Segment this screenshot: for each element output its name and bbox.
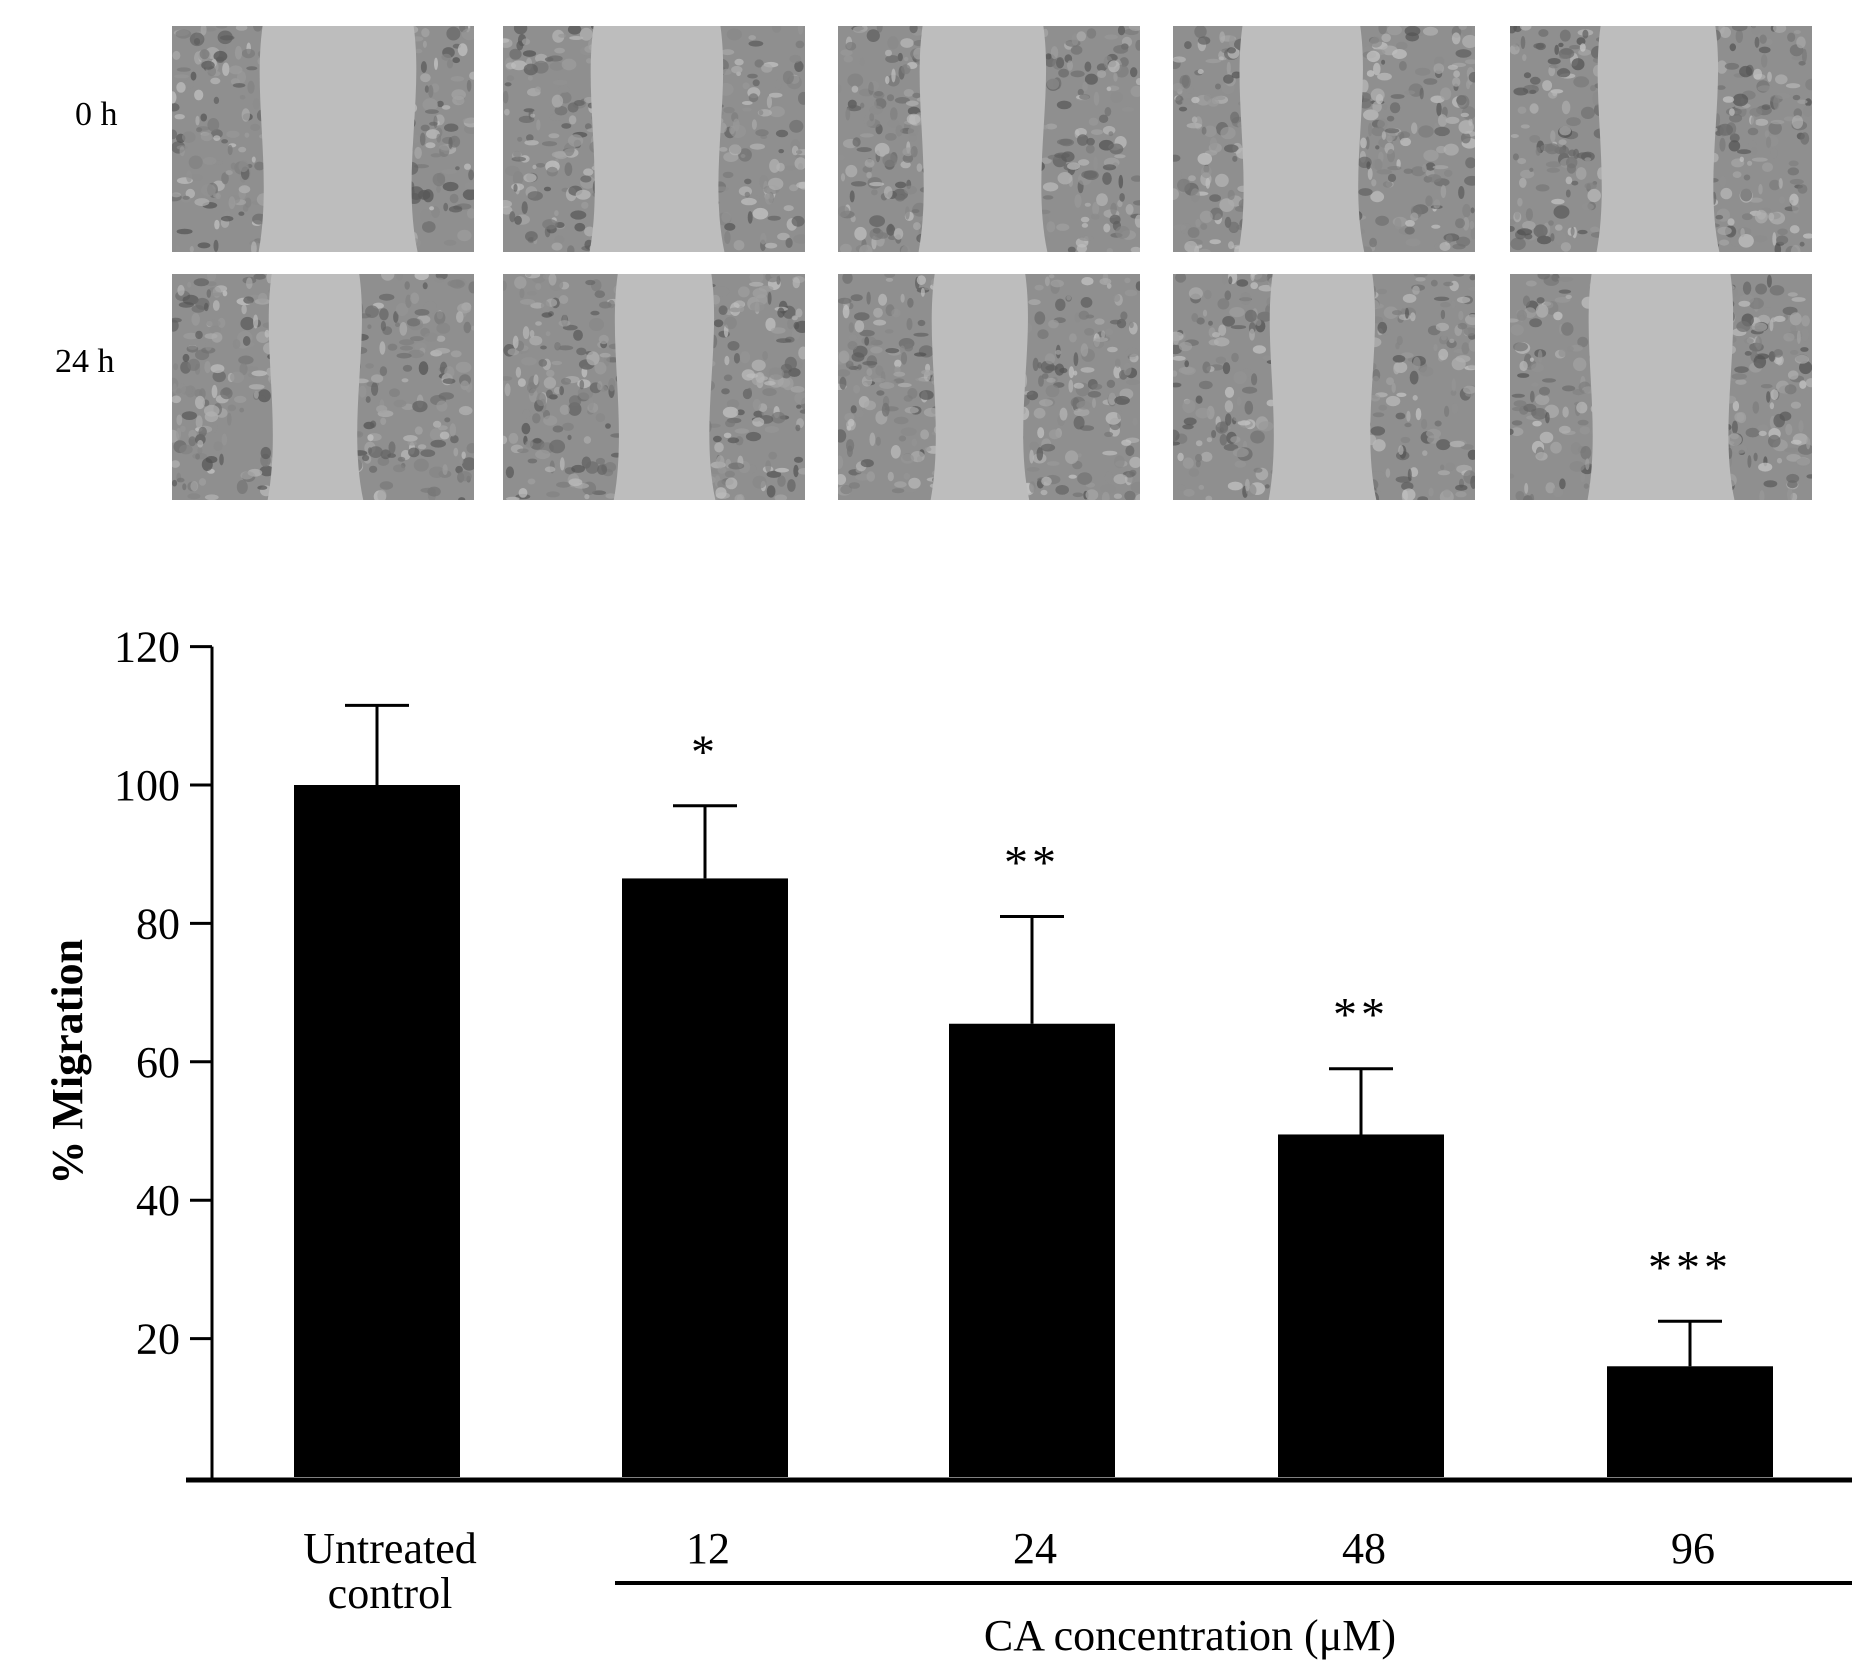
significance-label-4: ** xyxy=(1333,989,1389,1042)
micrograph-0h-2 xyxy=(503,26,805,252)
micrograph-0h-5 xyxy=(1510,26,1812,252)
micrograph-24h-4 xyxy=(1173,274,1475,500)
x-tick-label-1-line2: control xyxy=(328,1569,453,1618)
x-tick-label-3: 24 xyxy=(1013,1524,1057,1573)
y-tick-label-20: 20 xyxy=(136,1315,180,1364)
micrograph-24h-3 xyxy=(838,274,1140,500)
row-label-0h: 0 h xyxy=(75,96,118,133)
bar-2 xyxy=(622,878,788,1477)
micrograph-24h-1 xyxy=(172,274,474,500)
micrograph-24h-5 xyxy=(1510,274,1812,500)
micrograph-0h-4 xyxy=(1173,26,1475,252)
significance-label-2: * xyxy=(691,726,719,779)
y-tick-label-100: 100 xyxy=(114,761,180,810)
micrograph-24h-2 xyxy=(503,274,805,500)
row-label-24h: 24 h xyxy=(55,343,115,380)
y-tick-label-60: 60 xyxy=(136,1038,180,1087)
x-axis-title: CA concentration (μM) xyxy=(984,1611,1396,1660)
x-tick-label-1-line1: Untreated xyxy=(303,1524,476,1573)
bar-5 xyxy=(1607,1366,1773,1477)
x-tick-label-5: 96 xyxy=(1671,1524,1715,1573)
y-axis-title: % Migration xyxy=(43,939,92,1185)
bar-3 xyxy=(949,1023,1115,1477)
micrograph-0h-3 xyxy=(838,26,1140,252)
micrograph-0h-1 xyxy=(172,26,474,252)
x-tick-label-4: 48 xyxy=(1342,1524,1386,1573)
bar-1 xyxy=(294,785,460,1477)
significance-label-5: *** xyxy=(1648,1241,1732,1294)
significance-label-3: ** xyxy=(1004,836,1060,889)
y-tick-label-120: 120 xyxy=(114,623,180,672)
x-tick-label-2: 12 xyxy=(686,1524,730,1573)
y-tick-label-80: 80 xyxy=(136,899,180,948)
bar-4 xyxy=(1278,1134,1444,1477)
y-tick-label-40: 40 xyxy=(136,1176,180,1225)
